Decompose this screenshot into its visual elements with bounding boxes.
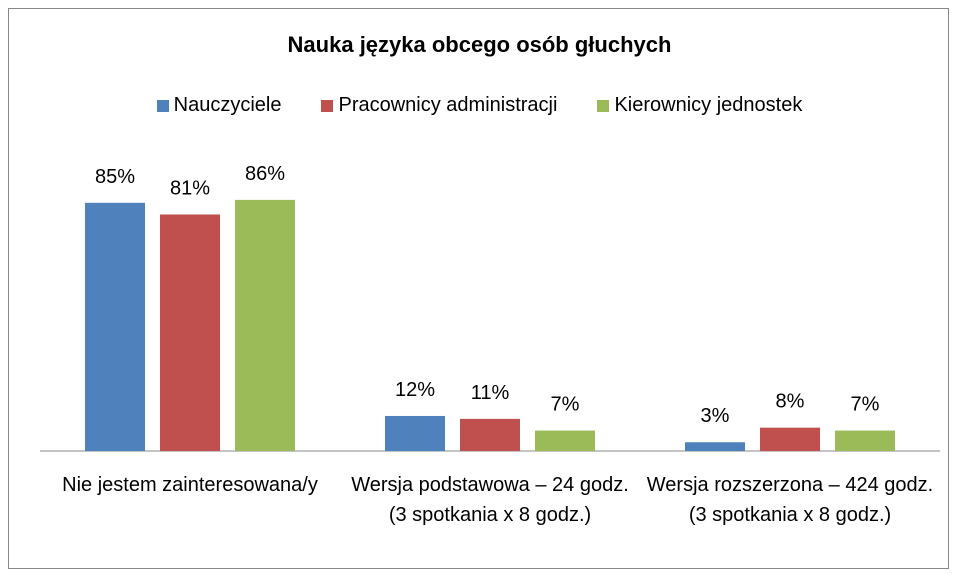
bar	[760, 427, 820, 451]
bar	[460, 418, 520, 451]
bar	[835, 430, 895, 451]
data-label: 11%	[471, 382, 510, 404]
bar	[685, 442, 745, 451]
data-label: 85%	[95, 166, 135, 188]
data-label: 81%	[170, 177, 210, 199]
x-tick-label: Wersja rozszerzona – 424 godz. (3 spotka…	[646, 474, 934, 526]
x-tick-label: Nie jestem zainteresowana/y	[62, 474, 318, 496]
legend: Nauczyciele Pracownicy administracji Kiero…	[0, 94, 959, 117]
bar	[535, 430, 595, 451]
chart-title: Nauka języka obcego osób głuchych	[287, 32, 672, 57]
data-label: 3%	[701, 405, 730, 427]
legend-swatch	[321, 99, 334, 112]
legend-swatch	[597, 99, 610, 112]
bar	[385, 415, 445, 451]
data-label: 8%	[776, 391, 805, 413]
bar	[235, 199, 295, 451]
legend-label: Pracownicy administracji	[338, 94, 558, 116]
x-tick-label: Wersja podstawowa – 24 godz. (3 spotkani…	[351, 474, 629, 526]
legend-label: Nauczyciele	[173, 94, 282, 116]
bar	[160, 214, 220, 451]
data-label: 7%	[551, 394, 580, 416]
legend-item: Pracownicy administracji	[321, 94, 557, 117]
legend-item: Nauczyciele	[156, 94, 282, 117]
chart-frame	[8, 8, 949, 569]
data-label: 7%	[851, 394, 880, 416]
legend-item: Kierownicy jednostek	[597, 94, 802, 117]
data-label: 12%	[395, 379, 435, 401]
bar	[85, 202, 145, 451]
legend-label: Kierownicy jednostek	[614, 94, 803, 116]
legend-swatch	[156, 99, 169, 112]
data-label: 86%	[245, 163, 285, 185]
